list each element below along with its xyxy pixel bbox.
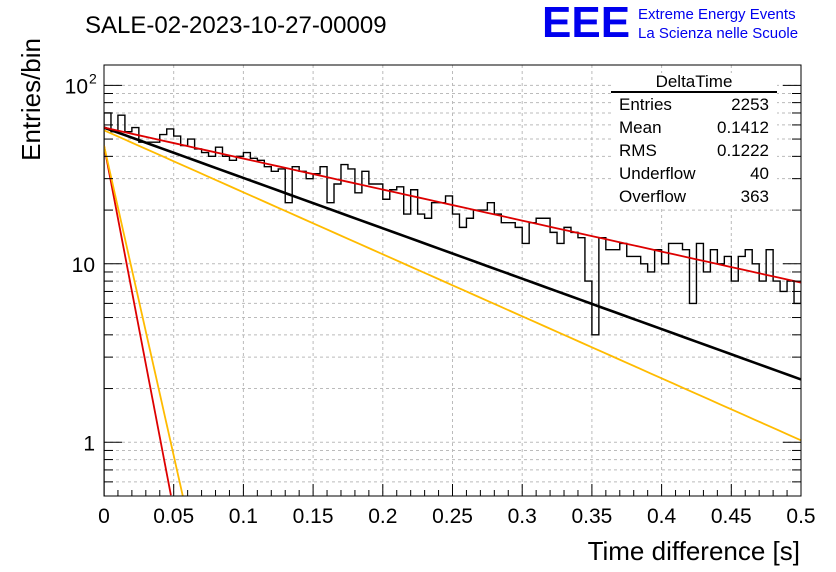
y-tick-exponent: 2 (89, 70, 97, 86)
stats-label: Overflow (619, 187, 687, 206)
y-tick-label: 10 (72, 254, 95, 277)
fit-curve (104, 126, 801, 284)
grid (103, 65, 802, 497)
eee-logo-line2: La Scienza nelle Scuole (638, 25, 798, 42)
histogram-bars (104, 112, 801, 496)
x-tick-label: 0.45 (711, 505, 752, 528)
stats-label: Mean (619, 118, 662, 137)
y-tick-label: 10 (65, 75, 88, 98)
eee-logo: EEE Extreme Energy Events La Scienza nel… (542, 0, 798, 47)
fit-curve (104, 129, 801, 442)
stats-label: Underflow (619, 164, 696, 183)
x-tick-label: 0.25 (432, 505, 473, 528)
x-tick-label: 0.4 (647, 505, 677, 528)
axis-ticks: 0 0.05 0.1 0.15 0.2 0.25 0.3 0.35 0.4 0.45 0.5 1 10 1… (65, 70, 816, 528)
x-tick-label: 0.35 (571, 505, 612, 528)
stats-value: 40 (750, 164, 769, 183)
fit-curve (104, 126, 801, 381)
fit-curve (104, 145, 172, 496)
stats-value: 0.1412 (717, 118, 769, 137)
x-tick-label: 0.5 (786, 505, 815, 528)
eee-logo-line1: Extreme Energy Events (638, 6, 796, 23)
x-tick-label: 0.1 (229, 505, 258, 528)
x-tick-label: 0.2 (368, 505, 397, 528)
x-tick-label: 0 (98, 505, 110, 528)
y-tick-label: 1 (83, 432, 95, 455)
stats-value: 0.1222 (717, 141, 769, 160)
x-axis-label: Time difference [s] (588, 536, 800, 566)
y-axis-label: Entries/bin (16, 38, 46, 161)
stats-box-bg (611, 73, 777, 208)
stats-box: DeltaTime Entries 2253 Mean 0.1412 RMS 0… (611, 72, 777, 208)
x-tick-label: 0.15 (293, 505, 334, 528)
histogram-outline (104, 112, 801, 496)
stats-label: Entries (619, 95, 672, 114)
x-tick-label: 0.05 (153, 505, 194, 528)
stats-label: RMS (619, 141, 657, 160)
chart-title: SALE-02-2023-10-27-00009 (85, 12, 387, 39)
stats-title: DeltaTime (656, 72, 733, 91)
fit-curve (104, 145, 184, 496)
stats-value: 2253 (731, 95, 769, 114)
stats-value: 363 (741, 187, 769, 206)
fit-curves (104, 126, 801, 496)
x-tick-label: 0.3 (508, 505, 537, 528)
eee-logo-text: EEE (542, 0, 630, 47)
